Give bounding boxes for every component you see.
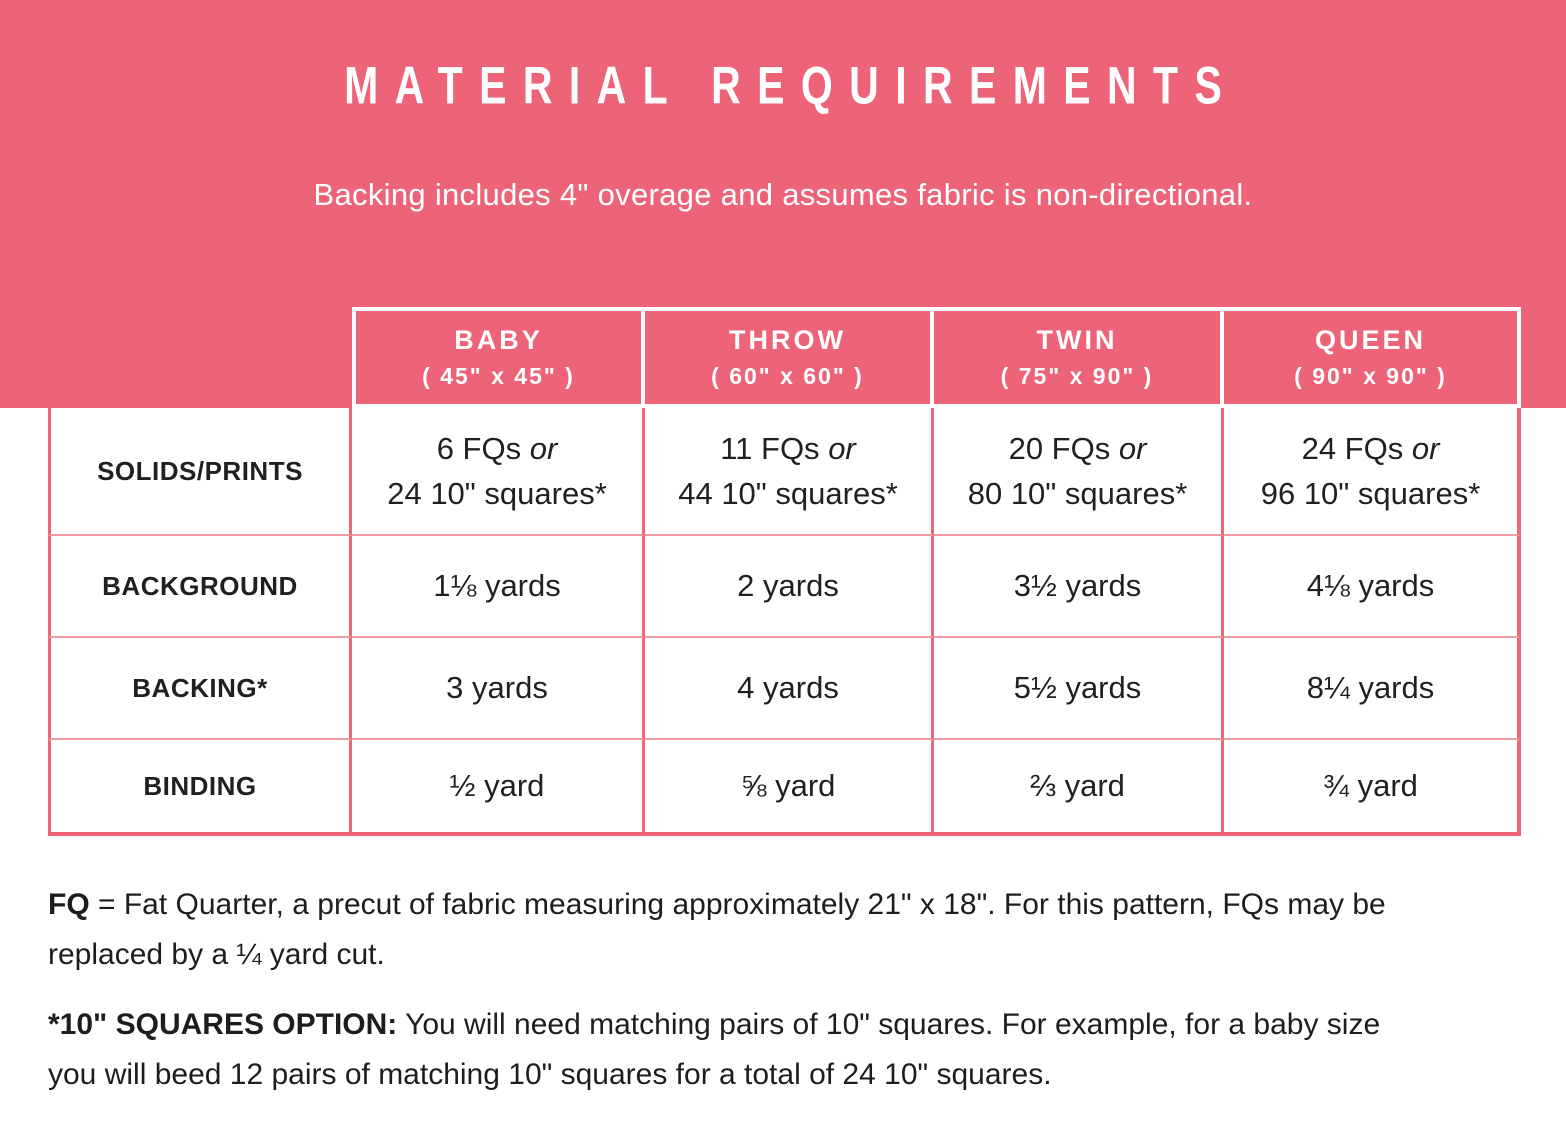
column-dimensions: ( 45" x 45" )	[422, 363, 575, 389]
footnote-lead: *10" SQUARES OPTION:	[48, 1008, 398, 1041]
materials-table: BABY ( 45" x 45" ) THROW ( 60" x 60" ) T…	[48, 307, 1521, 836]
column-dimensions: ( 90" x 90" )	[1294, 363, 1447, 389]
table-cell-solids-throw: 11 FQs or 44 10" squares*	[645, 408, 934, 536]
footnote-text: replaced by a ¼ yard cut.	[48, 938, 385, 971]
cell-line-1: 6 FQs or	[436, 431, 558, 466]
column-dimensions: ( 75" x 90" )	[1000, 363, 1154, 389]
or-word: or	[828, 431, 856, 466]
cell-line-1: 11 FQs or	[720, 431, 856, 466]
or-word: or	[1411, 431, 1440, 466]
footnote-fq: FQ = Fat Quarter, a precut of fabric mea…	[48, 880, 1548, 980]
row-label-backing: BACKING*	[48, 638, 352, 740]
cell-line-1: 24 FQs or	[1301, 431, 1440, 466]
table-cell-binding-baby: ½ yard	[352, 740, 645, 836]
cell-line-2: 96 10" squares*	[1260, 476, 1481, 511]
column-name: BABY	[454, 325, 543, 355]
table-cell-background-queen: 4⅛ yards	[1224, 536, 1521, 638]
column-header-queen: QUEEN ( 90" x 90" )	[1224, 307, 1521, 408]
table-cell-binding-throw: ⅝ yard	[645, 740, 934, 836]
table-cell-solids-queen: 24 FQs or 96 10" squares*	[1224, 408, 1521, 536]
cell-line-2: 24 10" squares*	[387, 476, 607, 511]
column-name: TWIN	[1036, 325, 1118, 355]
footnote-squares-option: *10" SQUARES OPTION: You will need match…	[48, 1000, 1548, 1100]
row-label-solids-prints: SOLIDS/PRINTS	[48, 408, 352, 536]
table-corner-spacer	[48, 307, 352, 408]
footnote-text: = Fat Quarter, a precut of fabric measur…	[89, 888, 1386, 921]
column-header-throw: THROW ( 60" x 60" )	[645, 307, 934, 408]
column-dimensions: ( 60" x 60" )	[711, 363, 864, 389]
table-cell-solids-baby: 6 FQs or 24 10" squares*	[352, 408, 645, 536]
row-label-binding: BINDING	[48, 740, 352, 836]
table-cell-solids-twin: 20 FQs or 80 10" squares*	[934, 408, 1224, 536]
cell-line-2: 80 10" squares*	[967, 476, 1188, 511]
table-cell-background-baby: 1⅛ yards	[352, 536, 645, 638]
or-word: or	[529, 431, 558, 466]
column-name: THROW	[729, 325, 846, 355]
table-cell-background-throw: 2 yards	[645, 536, 934, 638]
column-header-twin: TWIN ( 75" x 90" )	[934, 307, 1224, 408]
table-cell-background-twin: 3½ yards	[934, 536, 1224, 638]
row-label-background: BACKGROUND	[48, 536, 352, 638]
or-word: or	[1118, 431, 1147, 466]
footnote-text: you will beed 12 pairs of matching 10" s…	[48, 1058, 1052, 1091]
footnote-text: You will need matching pairs of 10" squa…	[397, 1008, 1381, 1041]
cell-line-2: 44 10" squares*	[678, 476, 898, 511]
table-cell-binding-queen: ¾ yard	[1224, 740, 1521, 836]
table-cell-backing-queen: 8¼ yards	[1224, 638, 1521, 740]
table-cell-backing-twin: 5½ yards	[934, 638, 1224, 740]
column-name: QUEEN	[1314, 325, 1427, 355]
table-cell-backing-baby: 3 yards	[352, 638, 645, 740]
footnote-lead: FQ	[48, 888, 90, 921]
column-header-baby: BABY ( 45" x 45" )	[352, 307, 645, 408]
cell-line-1: 20 FQs or	[1008, 431, 1147, 466]
table-cell-backing-throw: 4 yards	[645, 638, 934, 740]
table-cell-binding-twin: ⅔ yard	[934, 740, 1224, 836]
footnotes: FQ = Fat Quarter, a precut of fabric mea…	[48, 880, 1548, 1100]
page-title: MATERIAL REQUIREMENTS	[344, 56, 1239, 116]
page-subtitle: Backing includes 4" overage and assumes …	[313, 177, 1253, 212]
